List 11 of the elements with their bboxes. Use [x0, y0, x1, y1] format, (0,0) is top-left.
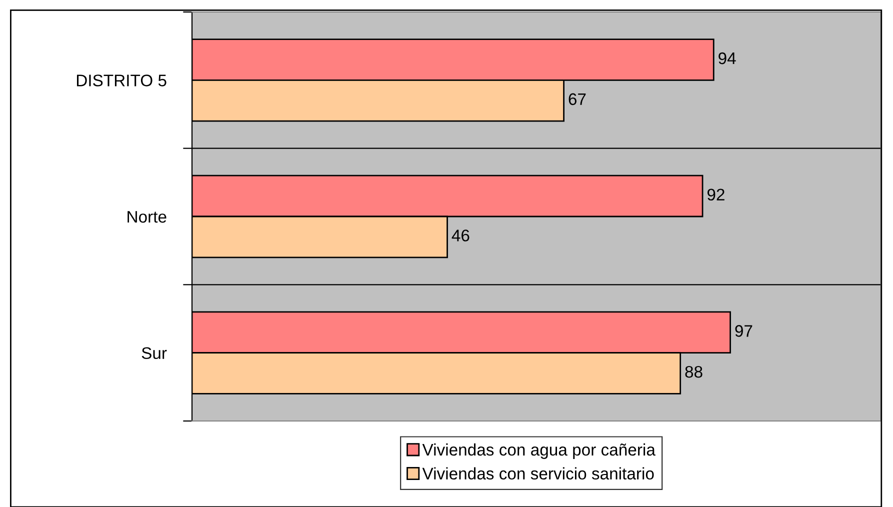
data-label: 97 [735, 325, 752, 337]
data-label: 92 [707, 188, 724, 201]
y-tick-label: Sur [142, 347, 167, 360]
legend-label: Viviendas con servicio sanitario [422, 467, 654, 480]
data-label: 94 [718, 52, 736, 64]
y-tick-label: Norte [128, 211, 166, 223]
data-label: 67 [568, 93, 586, 106]
y-tick-label: DISTRITO 5 [76, 74, 166, 86]
data-label: 88 [685, 366, 702, 378]
data-label: 46 [452, 230, 470, 242]
legend-label: Viviendas con agua por cañeria [422, 443, 656, 459]
